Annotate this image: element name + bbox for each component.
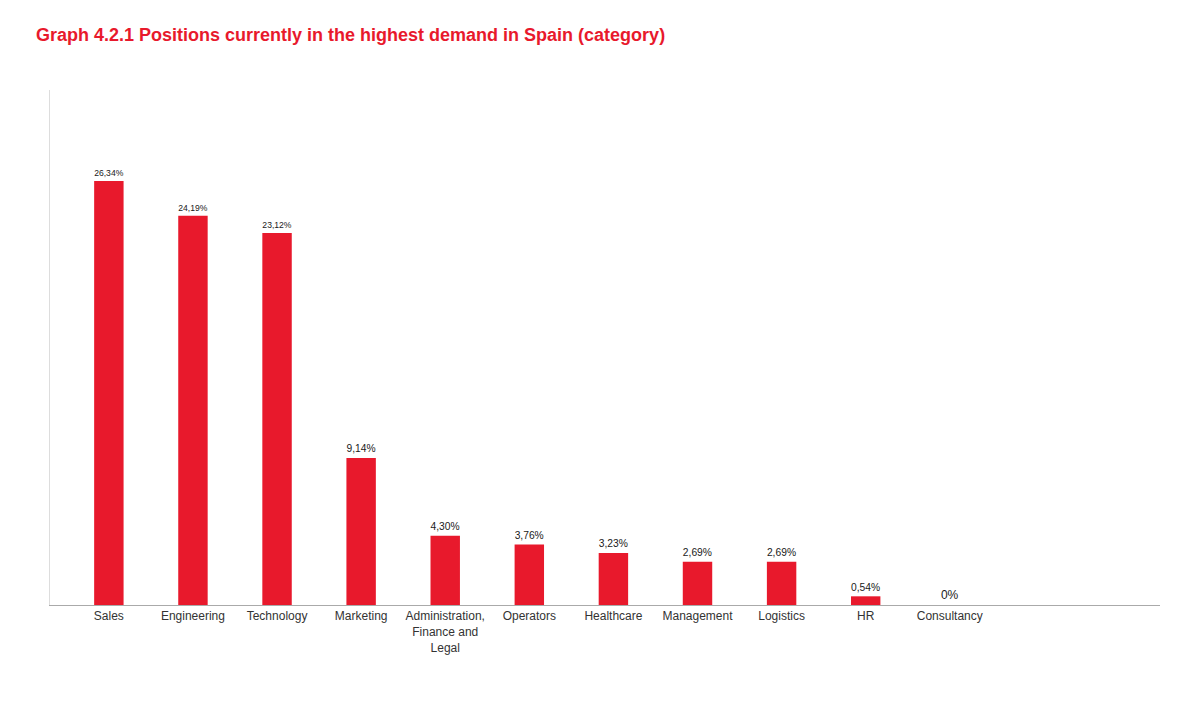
svg-text:Sales: Sales <box>94 609 124 623</box>
svg-text:Management: Management <box>662 609 733 623</box>
svg-text:Graph 4.2.1 Positions currentl: Graph 4.2.1 Positions currently in the h… <box>36 25 665 45</box>
svg-text:26,34%: 26,34% <box>94 168 124 178</box>
svg-text:Logistics: Logistics <box>758 609 805 623</box>
svg-text:HR: HR <box>857 609 875 623</box>
svg-text:Healthcare: Healthcare <box>584 609 642 623</box>
svg-text:4,30%: 4,30% <box>431 521 460 532</box>
svg-text:Consultancy: Consultancy <box>917 609 983 623</box>
svg-text:23,12%: 23,12% <box>262 220 292 230</box>
svg-text:2,69%: 2,69% <box>767 547 796 558</box>
svg-text:9,14%: 9,14% <box>346 443 375 454</box>
svg-text:24,19%: 24,19% <box>178 203 208 213</box>
svg-text:Operators: Operators <box>503 609 556 623</box>
svg-text:Marketing: Marketing <box>335 609 388 623</box>
svg-text:3,76%: 3,76% <box>515 530 544 541</box>
svg-text:0%: 0% <box>941 588 959 602</box>
svg-text:3,23%: 3,23% <box>599 538 628 549</box>
svg-text:Technology: Technology <box>247 609 308 623</box>
svg-text:0,54%: 0,54% <box>851 582 880 593</box>
svg-text:Administration,Finance andLega: Administration,Finance andLegal <box>406 609 485 654</box>
svg-text:Engineering: Engineering <box>161 609 225 623</box>
svg-text:2,69%: 2,69% <box>683 547 712 558</box>
